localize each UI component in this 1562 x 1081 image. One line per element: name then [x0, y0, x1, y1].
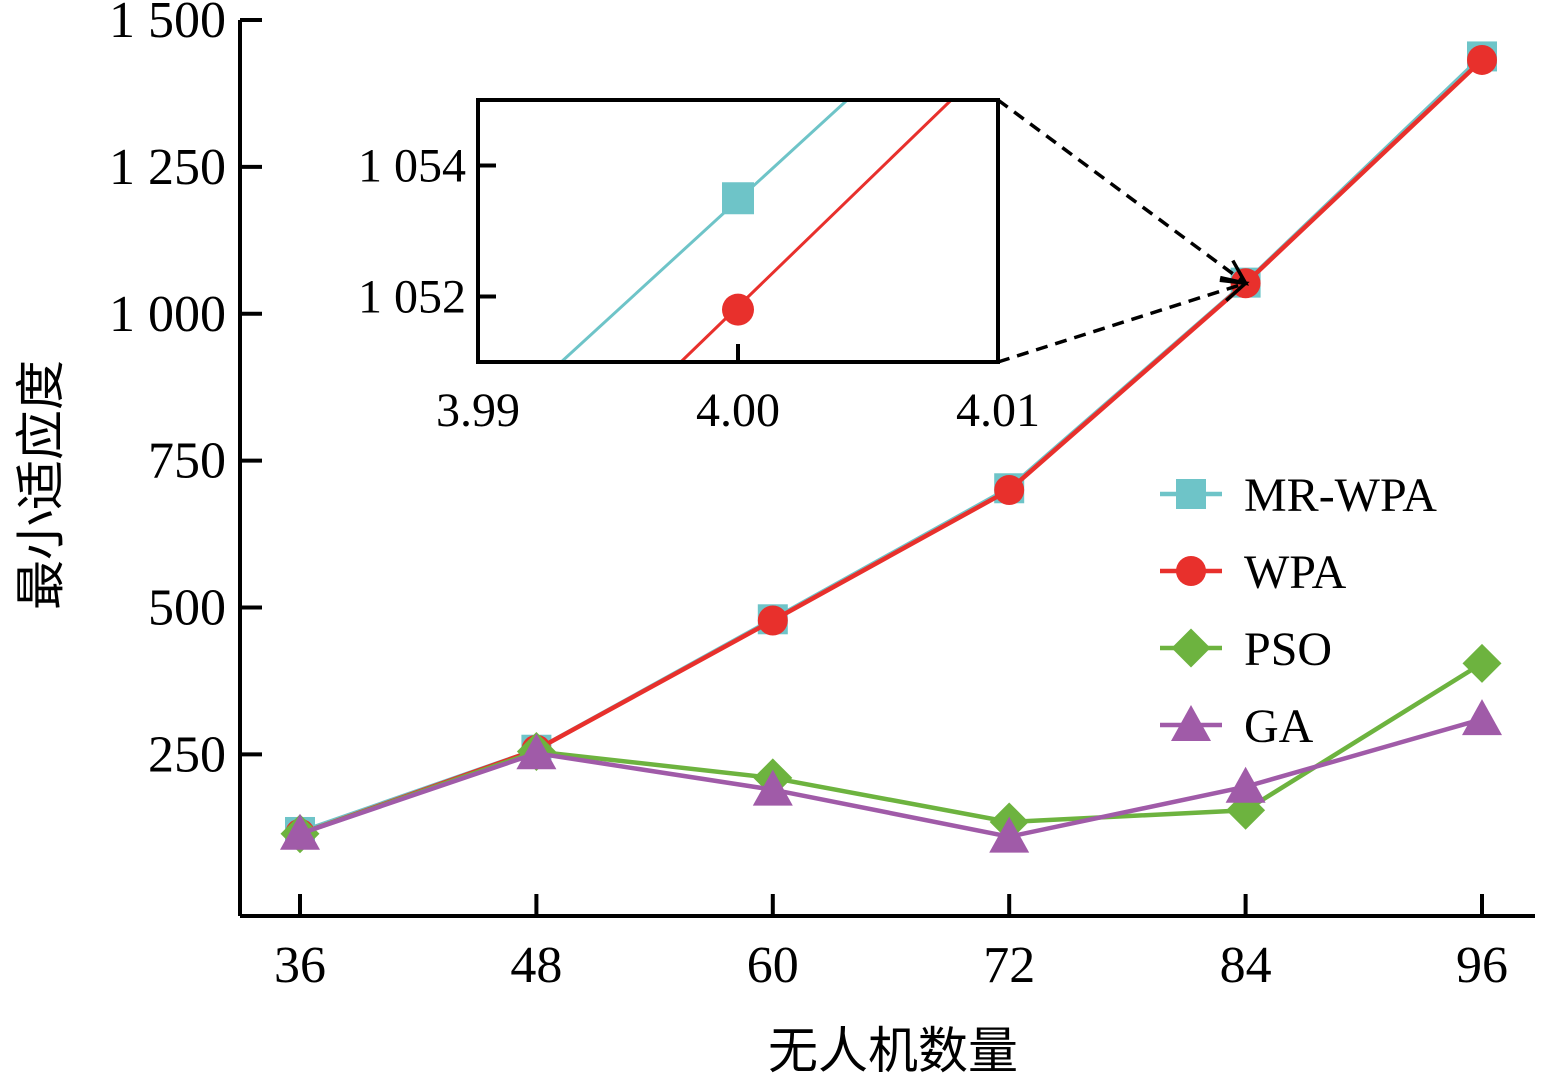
y-tick-label: 1 250 [109, 139, 226, 196]
legend-swatch-marker [1171, 628, 1211, 668]
data-point [989, 816, 1030, 853]
x-axis-title: 无人机数量 [768, 1022, 1018, 1080]
data-point [1225, 766, 1266, 803]
series-line [299, 717, 1483, 839]
x-tick-label: 84 [1220, 937, 1272, 994]
data-point [1462, 643, 1502, 683]
legend-swatch-marker [1176, 479, 1206, 509]
legend-label: WPA [1244, 546, 1347, 599]
y-tick-label: 1 500 [109, 0, 226, 49]
legend-label: MR-WPA [1244, 469, 1437, 522]
zoom-connector-line [997, 281, 1247, 364]
data-point [1467, 44, 1497, 75]
inset-data-point [722, 182, 754, 215]
data-point [280, 813, 320, 850]
y-tick-label: 750 [148, 433, 226, 490]
y-tick-label: 500 [148, 580, 226, 637]
inset-x-tick-label: 3.99 [436, 384, 520, 437]
inset-y-tick-label: 1 052 [358, 271, 466, 324]
data-point [516, 733, 557, 770]
legend-swatch-marker [1171, 705, 1211, 741]
y-tick-label: 1 000 [109, 286, 226, 343]
x-tick-label: 36 [274, 937, 326, 994]
inset-data-point [722, 293, 754, 326]
zoom-arrowhead [1219, 278, 1250, 302]
inset-y-tick-label: 1 054 [358, 140, 466, 193]
zoom-connector-line [996, 98, 1247, 285]
legend-label: GA [1244, 700, 1314, 753]
legend-swatch-marker [1176, 556, 1206, 586]
inset-series-line [560, 100, 849, 362]
y-tick-label: 250 [148, 726, 226, 783]
legend: MR-WPA WPA PSO GA [1160, 469, 1437, 753]
inset-x-tick-label: 4.01 [956, 384, 1040, 437]
legend-label: PSO [1244, 623, 1332, 676]
y-axis-title: 最小适应度 [12, 360, 70, 610]
x-tick-label: 96 [1456, 937, 1508, 994]
data-point [1462, 699, 1502, 736]
main-plot: 250 500 750 1 000 1 250 1 500 36 48 60 72 84 96 [109, 0, 1535, 994]
inset-zoom-plot: 1 052 1 054 3.99 4.00 4.01 [358, 98, 1250, 437]
data-point [757, 605, 788, 636]
inset-x-tick-label: 4.00 [696, 384, 780, 437]
data-point [994, 475, 1025, 506]
x-tick-label: 60 [747, 937, 799, 994]
data-point [752, 769, 793, 806]
x-tick-label: 72 [983, 937, 1035, 994]
inset-series-group [560, 100, 953, 362]
x-tick-label: 48 [510, 937, 562, 994]
